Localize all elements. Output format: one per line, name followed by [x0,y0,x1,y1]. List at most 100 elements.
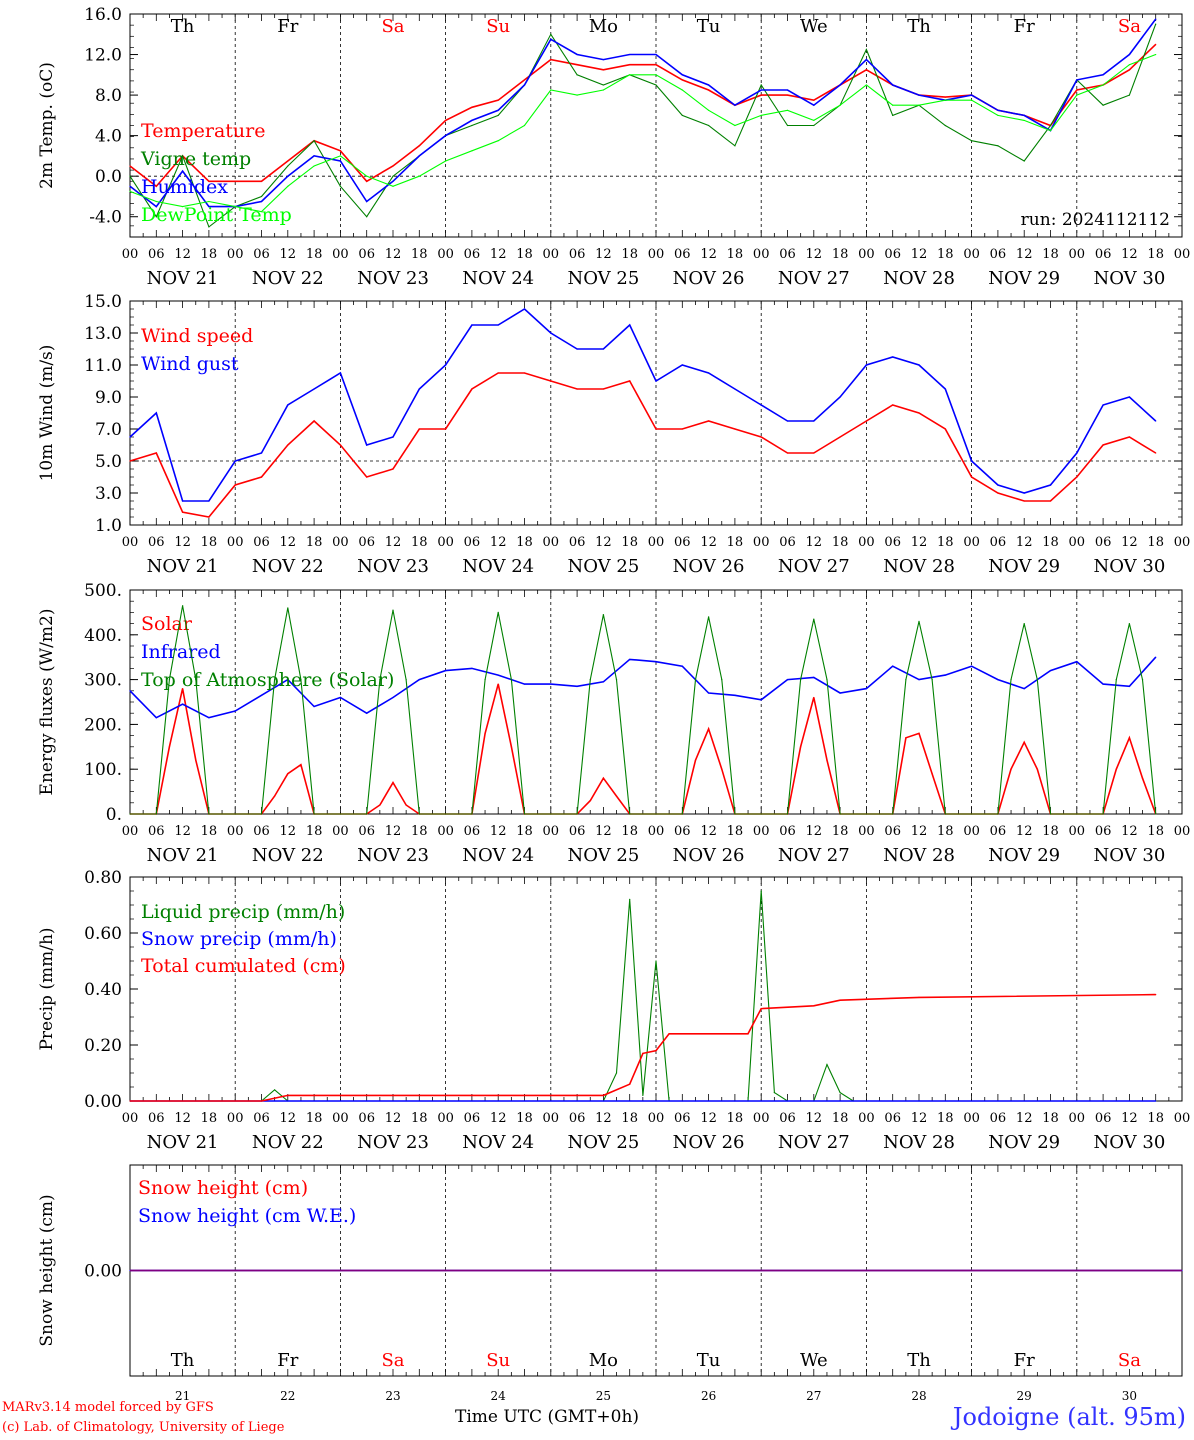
hour-label: 00 [332,1111,349,1126]
data-point [865,69,868,71]
hour-label: 00 [1069,535,1086,550]
date-label: NOV 25 [567,845,639,866]
data-point [865,59,868,61]
data-point [260,452,263,454]
hour-label: 00 [753,535,770,550]
data-point [629,813,631,815]
data-point [1023,119,1025,122]
data-point [1155,43,1157,46]
data-point [576,813,578,815]
data-point [734,145,736,147]
date-label: NOV 30 [1093,1132,1165,1153]
data-point [668,1033,670,1035]
date-label: NOV 30 [1093,845,1165,866]
day-abbr: Fr [1014,1350,1035,1371]
data-point [786,89,789,91]
hour-label: 12 [385,824,402,839]
hour-label: 12 [911,535,928,550]
data-point [392,175,394,177]
data-point [129,436,131,438]
data-point [826,679,828,681]
date-label: NOV 30 [1093,268,1165,289]
data-point [629,324,631,326]
data-point [392,696,394,699]
data-point [839,396,841,398]
data-point [287,444,289,446]
data-point [379,804,381,806]
data-point [1128,737,1130,739]
hour-label: 18 [201,1111,218,1126]
hour-label: 00 [332,824,349,839]
data-point [629,74,631,76]
data-point [576,348,578,350]
data-point [1141,777,1144,779]
data-point [1141,679,1144,681]
data-point [655,960,657,962]
data-point [550,89,552,91]
data-point [155,200,157,203]
y-tick-label: 13.0 [84,324,122,344]
data-point [944,99,946,101]
data-point [1128,685,1130,687]
data-point [366,200,368,203]
hour-label: 06 [569,247,586,262]
hour-label: 06 [674,824,691,839]
data-point [655,380,657,382]
data-point [366,813,368,815]
data-point [1049,813,1052,815]
hour-label: 06 [253,535,270,550]
hour-label: 12 [174,535,191,550]
data-point [1049,129,1052,132]
day-abbr: Sa [1118,16,1141,37]
data-point [1049,670,1052,672]
hour-label: 18 [1042,824,1059,839]
data-point [971,460,973,462]
data-point [1128,623,1130,625]
hour-label: 00 [858,824,875,839]
hour-label: 18 [832,1111,849,1126]
data-point [905,679,907,681]
hour-label: 00 [858,1111,875,1126]
hour-label: 00 [543,824,560,839]
data-point [234,813,236,815]
hour-label: 06 [674,247,691,262]
hour-label: 06 [464,824,481,839]
day-abbr: Su [486,16,510,37]
data-point [629,1083,631,1085]
data-point [418,388,420,390]
footer-line-2: (c) Lab. of Climatology, University of L… [2,1420,285,1435]
day-abbr: We [800,1350,828,1371]
day-number: 23 [385,1389,400,1403]
hour-label: 18 [937,824,954,839]
data-point [208,200,210,203]
data-point [786,109,789,111]
day-abbr: Sa [381,1350,404,1371]
data-point [734,694,736,696]
day-number: 28 [911,1389,926,1403]
data-point [1023,114,1025,116]
data-point [300,764,302,766]
hour-label: 12 [595,247,612,262]
data-point [786,420,789,422]
hour-label: 18 [1147,1111,1164,1126]
hour-label: 12 [280,1111,297,1126]
hour-label: 18 [937,1111,954,1126]
legend-entry: Humidex [141,176,228,198]
y-tick-label: 4.0 [95,127,122,147]
data-point [313,165,315,167]
day-number: 24 [491,1389,507,1403]
legend-entry: DewPoint Temp [141,204,292,226]
data-point [405,804,407,806]
hour-label: 12 [490,535,507,550]
data-point [813,99,815,101]
hour-label: 06 [464,247,481,262]
legend-entry: Total cumulated (cm) [141,955,346,977]
hour-label: 12 [1121,824,1138,839]
hour-label: 12 [700,1111,717,1126]
y-tick-label: 400. [84,626,122,646]
data-point [602,84,605,86]
hour-label: 06 [1095,824,1112,839]
data-point [1155,420,1157,422]
data-point [1102,104,1104,106]
data-point [234,180,236,182]
